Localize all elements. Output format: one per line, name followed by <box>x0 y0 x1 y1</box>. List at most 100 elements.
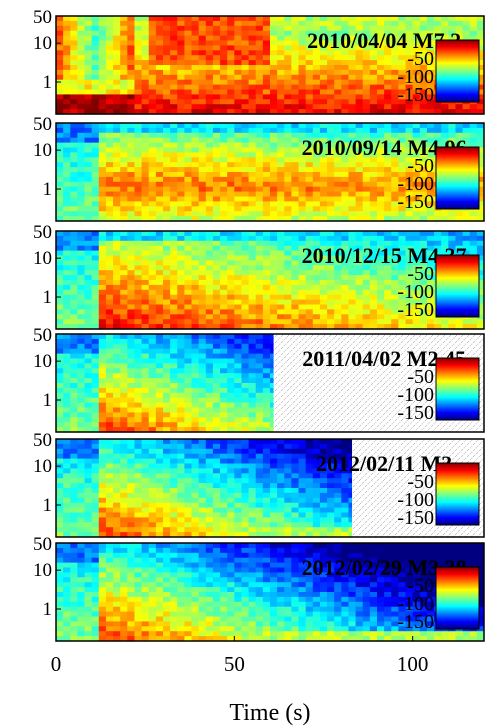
spectrogram-cell <box>234 363 243 369</box>
spectrogram-cell <box>127 314 136 320</box>
spectrogram-cell <box>113 280 121 286</box>
spectrogram-cell <box>234 368 243 374</box>
spectrogram-cell <box>127 20 136 27</box>
spectrogram-cell <box>56 453 64 460</box>
spectrogram-cell <box>127 275 136 281</box>
spectrogram-cell <box>412 324 421 330</box>
spectrogram-cell <box>134 123 143 129</box>
spectrogram-cell <box>426 245 435 252</box>
spectrogram-cell <box>248 532 257 538</box>
spectrogram-cell <box>234 397 243 404</box>
spectrogram-cell <box>148 417 157 423</box>
spectrogram-cell <box>291 191 300 198</box>
spectrogram-cell <box>141 378 150 384</box>
spectrogram-cell <box>391 172 399 178</box>
spectrogram-cell <box>255 94 264 100</box>
spectrogram-cell <box>134 30 143 37</box>
spectrogram-cell <box>163 250 171 257</box>
spectrogram-cell <box>220 319 228 325</box>
spectrogram-cell <box>312 176 321 183</box>
spectrogram-cell <box>220 45 228 51</box>
spectrogram-cell <box>434 20 442 27</box>
spectrogram-cell <box>227 142 235 149</box>
spectrogram-cell <box>227 289 235 296</box>
spectrogram-cell <box>248 402 257 409</box>
spectrogram-cell <box>377 275 385 281</box>
spectrogram-cell <box>312 172 321 178</box>
spectrogram-cell <box>412 84 421 91</box>
spectrogram-cell <box>284 319 292 325</box>
spectrogram-cell <box>198 45 207 51</box>
spectrogram-cell <box>234 324 243 330</box>
spectrogram-cell <box>205 458 214 465</box>
spectrogram-cell <box>98 152 107 158</box>
spectrogram-cell <box>98 65 107 71</box>
spectrogram-cell <box>148 368 157 374</box>
spectrogram-cell <box>291 275 300 281</box>
spectrogram-cell <box>455 235 464 242</box>
spectrogram-cell <box>234 181 243 188</box>
spectrogram-cell <box>63 16 71 22</box>
spectrogram-cell <box>70 343 78 350</box>
spectrogram-cell <box>227 412 235 418</box>
spectrogram-cell <box>177 172 185 178</box>
spectrogram-cell <box>198 260 207 266</box>
spectrogram-cell <box>305 137 314 144</box>
spectrogram-cell <box>476 191 484 198</box>
spectrogram-cell <box>163 309 171 315</box>
spectrogram-cell <box>334 206 342 212</box>
spectrogram-cell <box>56 74 64 81</box>
spectrogram-cell <box>319 294 328 301</box>
spectrogram-cell <box>298 280 307 286</box>
spectrogram-cell <box>248 439 257 445</box>
spectrogram-cell <box>191 314 200 320</box>
spectrogram-cell <box>170 260 178 266</box>
spectrogram-cell <box>177 235 185 242</box>
spectrogram-cell <box>362 94 371 100</box>
spectrogram-cell <box>191 502 200 509</box>
spectrogram-cell <box>227 368 235 374</box>
spectrogram-cell <box>155 275 164 281</box>
spectrogram-cell <box>91 142 100 149</box>
spectrogram-cell <box>170 45 178 51</box>
spectrogram-cell <box>255 50 264 56</box>
spectrogram-cell <box>98 181 107 188</box>
spectrogram-cell <box>291 206 300 212</box>
spectrogram-cell <box>234 123 243 129</box>
spectrogram-cell <box>305 216 314 222</box>
spectrogram-cell <box>298 127 307 134</box>
spectrogram-cell <box>163 473 171 479</box>
spectrogram-cell <box>419 206 428 212</box>
spectrogram-cell <box>212 30 221 37</box>
spectrogram-cell <box>277 65 285 71</box>
spectrogram-cell <box>141 231 150 237</box>
spectrogram-cell <box>205 132 214 139</box>
spectrogram-cell <box>277 439 285 445</box>
spectrogram-cell <box>205 348 214 355</box>
spectrogram-cell <box>134 492 143 499</box>
spectrogram-cell <box>198 368 207 374</box>
spectrogram-cell <box>155 147 164 153</box>
spectrogram-cell <box>163 65 171 71</box>
spectrogram-cell <box>212 368 221 374</box>
spectrogram-cell <box>319 162 328 168</box>
spectrogram-cell <box>113 20 121 27</box>
spectrogram-cell <box>476 74 484 81</box>
spectrogram-cell <box>70 309 78 315</box>
spectrogram-cell <box>341 99 350 105</box>
spectrogram-cell <box>319 231 328 237</box>
spectrogram-cell <box>98 473 107 479</box>
spectrogram-cell <box>384 94 392 100</box>
spectrogram-cell <box>198 309 207 315</box>
spectrogram-cell <box>148 167 157 173</box>
spectrogram-cell <box>312 186 321 193</box>
spectrogram-cell <box>234 478 243 484</box>
spectrogram-cell <box>476 314 484 320</box>
spectrogram-cell <box>355 240 364 247</box>
spectrogram-cell <box>198 123 207 129</box>
spectrogram-cell <box>177 483 185 489</box>
spectrogram-cell <box>155 240 164 247</box>
spectrogram-cell <box>398 270 407 276</box>
spectrogram-cell <box>398 16 407 22</box>
spectrogram-cell <box>426 167 435 173</box>
